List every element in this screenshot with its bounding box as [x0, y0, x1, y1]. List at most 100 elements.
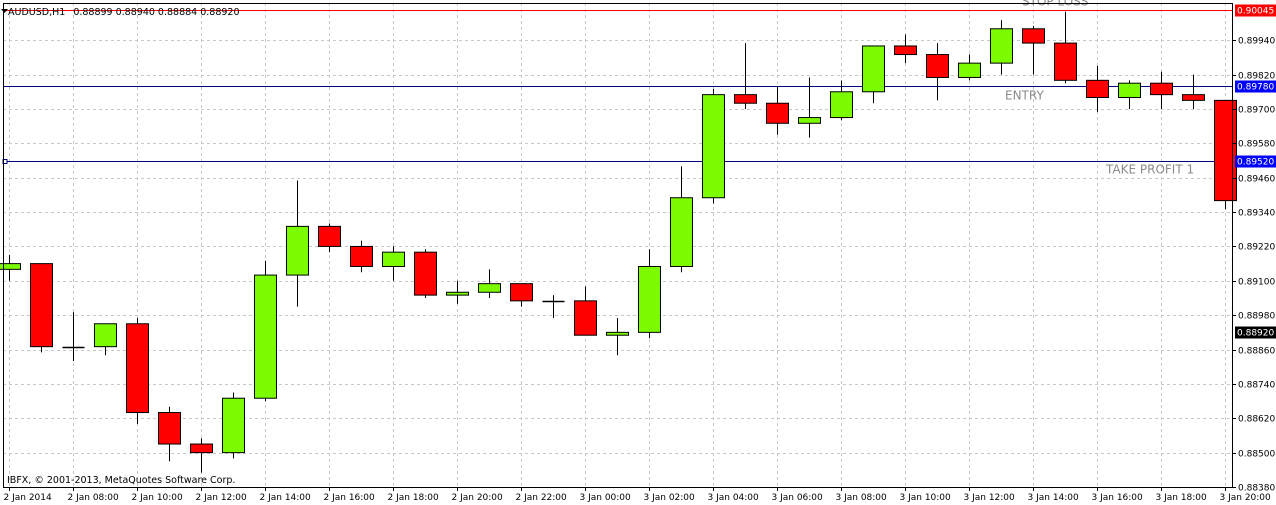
candle	[286, 180, 309, 307]
price-tick-label: 0.88740	[1238, 381, 1275, 391]
level-label-stop_loss: STOP LOSS	[1022, 0, 1088, 9]
candle-body-bull	[958, 62, 981, 78]
time-tick-label: 2 Jan 14:00	[260, 493, 312, 503]
candle-body-bull	[702, 94, 725, 199]
candle-body-bear	[190, 443, 213, 454]
candle	[0, 255, 21, 281]
candle-body-bear	[1214, 99, 1237, 202]
axes: 0.89940 0.89820 0.89700 0.89580 0.89460 0.893…	[3, 3, 1276, 503]
time-tick-label: 3 Jan 06:00	[772, 493, 824, 503]
candle-body-bear	[766, 102, 789, 124]
current-price-text: 0.88920	[1237, 329, 1274, 339]
time-tick-label: 3 Jan 20:00	[1220, 493, 1272, 503]
candle	[222, 392, 245, 459]
price-tick-label: 0.89820	[1238, 72, 1275, 82]
candle	[574, 286, 597, 336]
time-tick-label: 3 Jan 00:00	[580, 493, 632, 503]
level-price-box-text: 0.89520	[1237, 158, 1274, 168]
price-tick-label: 0.89700	[1238, 106, 1275, 116]
plot-frame	[3, 3, 1233, 488]
candle	[158, 406, 181, 462]
candle	[1118, 80, 1141, 109]
candle	[1150, 71, 1173, 109]
time-tick-label: 3 Jan 14:00	[1028, 493, 1080, 503]
current-price-box	[1235, 326, 1276, 339]
candle-body-bull	[990, 28, 1013, 64]
level-price-box-text: 0.90045	[1237, 7, 1274, 17]
candle-body-bull	[382, 251, 405, 267]
candle	[958, 54, 981, 81]
price-tick-label: 0.89340	[1238, 209, 1275, 219]
candle-body-bear	[158, 412, 181, 445]
candle-body-bear	[1022, 28, 1045, 44]
candle	[190, 438, 213, 473]
time-tick-label: 2 Jan 16:00	[324, 493, 376, 503]
level-price-box-entry	[1235, 80, 1276, 93]
candle	[446, 280, 469, 304]
symbol-label: AUDUSD,H1	[8, 7, 65, 18]
candle	[478, 269, 501, 298]
candle	[126, 318, 149, 424]
candle-body-bull	[254, 274, 277, 399]
time-tick-label: 2 Jan 08:00	[68, 493, 120, 503]
candle	[766, 86, 789, 135]
candle	[606, 318, 629, 356]
time-tick-label: 2 Jan 2014	[4, 493, 52, 503]
candle	[254, 260, 277, 402]
time-tick-label: 2 Jan 10:00	[132, 493, 184, 503]
price-tick-label: 0.89100	[1238, 278, 1275, 288]
chart-header: AUDUSD,H1 0.88899 0.88940 0.88884 0.8892…	[8, 7, 240, 18]
price-tick-label: 0.88620	[1238, 415, 1275, 425]
collapse-arrow-icon[interactable]	[1, 9, 8, 13]
time-tick-label: 2 Jan 12:00	[196, 493, 248, 503]
level-price-box-stop_loss	[1235, 4, 1276, 17]
time-tick-label: 3 Jan 12:00	[964, 493, 1016, 503]
time-tick-label: 3 Jan 08:00	[836, 493, 888, 503]
time-tick-label: 3 Jan 16:00	[1092, 493, 1144, 503]
candles	[0, 11, 1237, 473]
copyright-text: IBFX, © 2001-2013, MetaQuotes Software C…	[7, 475, 235, 486]
price-tick-label: 0.89220	[1238, 243, 1275, 253]
candle-body-bear	[926, 54, 949, 78]
candle	[510, 283, 533, 307]
time-tick-label: 2 Jan 18:00	[388, 493, 440, 503]
candle	[670, 166, 693, 273]
candle	[414, 249, 437, 298]
candle-body-bear	[1150, 82, 1173, 96]
candle-body-bear	[1054, 42, 1077, 81]
candle-body-bear	[126, 323, 149, 414]
candle-body-bull	[798, 117, 821, 124]
price-tick-label: 0.89580	[1238, 140, 1275, 150]
candle	[94, 323, 117, 356]
candle-body-bear	[1182, 94, 1205, 101]
candle	[318, 223, 341, 253]
price-tick-label: 0.88500	[1238, 450, 1275, 460]
candle-body-bear	[318, 225, 341, 247]
time-tick-label: 3 Jan 10:00	[900, 493, 952, 503]
candle	[1086, 66, 1109, 112]
ohlc-quote: 0.88899 0.88940 0.88884 0.88920	[73, 7, 239, 18]
candle-body-bull	[830, 91, 853, 119]
candle	[734, 43, 757, 109]
price-tick-label: 0.88380	[1238, 484, 1275, 494]
level-label-take_profit_1: TAKE PROFIT 1	[1105, 163, 1194, 177]
candle	[350, 240, 373, 273]
candle	[862, 45, 885, 104]
candle	[30, 263, 53, 353]
candle-body-bull	[286, 225, 309, 276]
candle	[1054, 11, 1077, 84]
candle	[702, 88, 725, 204]
candle-body-bull	[222, 397, 245, 454]
level-price-box-take_profit_1	[1235, 155, 1276, 168]
candle	[382, 246, 405, 281]
candle-body-bull	[1118, 82, 1141, 99]
time-tick-label: 3 Jan 02:00	[644, 493, 696, 503]
candle	[1182, 74, 1205, 109]
time-tick-label: 3 Jan 18:00	[1156, 493, 1208, 503]
candle-body-bull	[862, 45, 885, 93]
price-tick-label: 0.89460	[1238, 175, 1275, 185]
candle	[926, 43, 949, 101]
candle	[990, 20, 1013, 75]
